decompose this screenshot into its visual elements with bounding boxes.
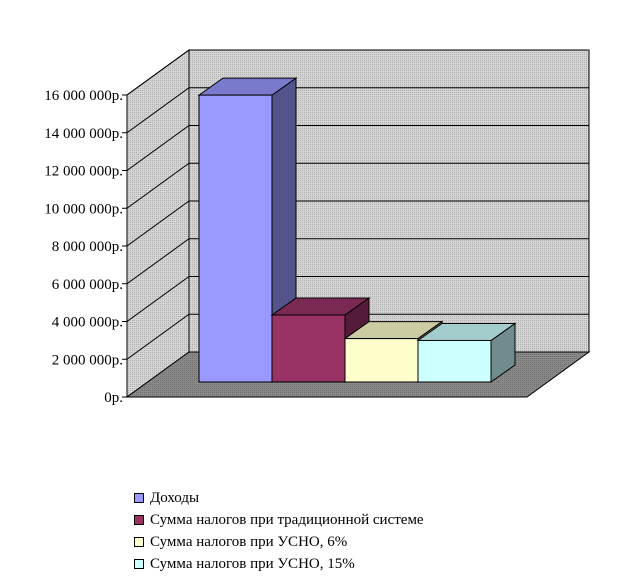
- legend-swatch: [134, 515, 144, 525]
- gridline: [126, 125, 589, 171]
- bar-front: [344, 338, 419, 383]
- gridline: [126, 87, 589, 134]
- legend-item: Доходы: [134, 487, 424, 509]
- bar-0: [197, 77, 298, 383]
- y-tick-label: 16 000 000р.: [44, 88, 123, 104]
- legend-label: Сумма налогов при традиционной системе: [150, 511, 424, 528]
- legend-swatch: [134, 493, 144, 503]
- bar-front: [198, 94, 273, 383]
- legend: Доходы Сумма налогов при традиционной сис…: [134, 487, 424, 575]
- legend-label: Доходы: [150, 489, 200, 506]
- gridline: [126, 200, 589, 247]
- legend-swatch: [134, 537, 144, 547]
- legend-label: Сумма налогов при УСНО, 6%: [150, 533, 348, 550]
- y-tick-label: 6 000 000р.: [52, 277, 123, 293]
- legend-item: Сумма налогов при УСНО, 6%: [134, 531, 424, 553]
- bars: [197, 77, 517, 383]
- y-tick-label: 2 000 000р.: [52, 352, 123, 368]
- gridline: [126, 276, 589, 322]
- y-axis-ticks: 0р. 2 000 000р. 4 000 000р. 6 000 000р. 8 00…: [44, 88, 128, 406]
- y-tick-label: 8 000 000р.: [52, 239, 123, 255]
- legend-item: Сумма налогов при УСНО, 15%: [134, 553, 424, 575]
- legend-item: Сумма налогов при традиционной системе: [134, 509, 424, 531]
- y-tick-label: 14 000 000р.: [44, 126, 123, 142]
- gridline: [126, 238, 589, 285]
- gridline: [126, 49, 589, 96]
- legend-label: Сумма налогов при УСНО, 15%: [150, 555, 355, 572]
- bar-front: [417, 339, 492, 383]
- gridline: [126, 162, 589, 209]
- y-tick-label: 0р.: [104, 390, 123, 406]
- bar-3: [416, 322, 517, 383]
- y-tick-label: 12 000 000р.: [44, 164, 123, 180]
- y-tick-label: 10 000 000р.: [44, 201, 123, 217]
- bar-front: [271, 314, 346, 383]
- gridline: [126, 313, 589, 360]
- y-tick-label: 4 000 000р.: [52, 315, 123, 331]
- legend-swatch: [134, 559, 144, 569]
- gridlines: [126, 49, 589, 360]
